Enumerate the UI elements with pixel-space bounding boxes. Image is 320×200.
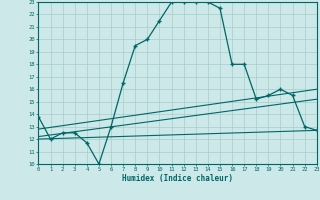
X-axis label: Humidex (Indice chaleur): Humidex (Indice chaleur) [122, 174, 233, 183]
